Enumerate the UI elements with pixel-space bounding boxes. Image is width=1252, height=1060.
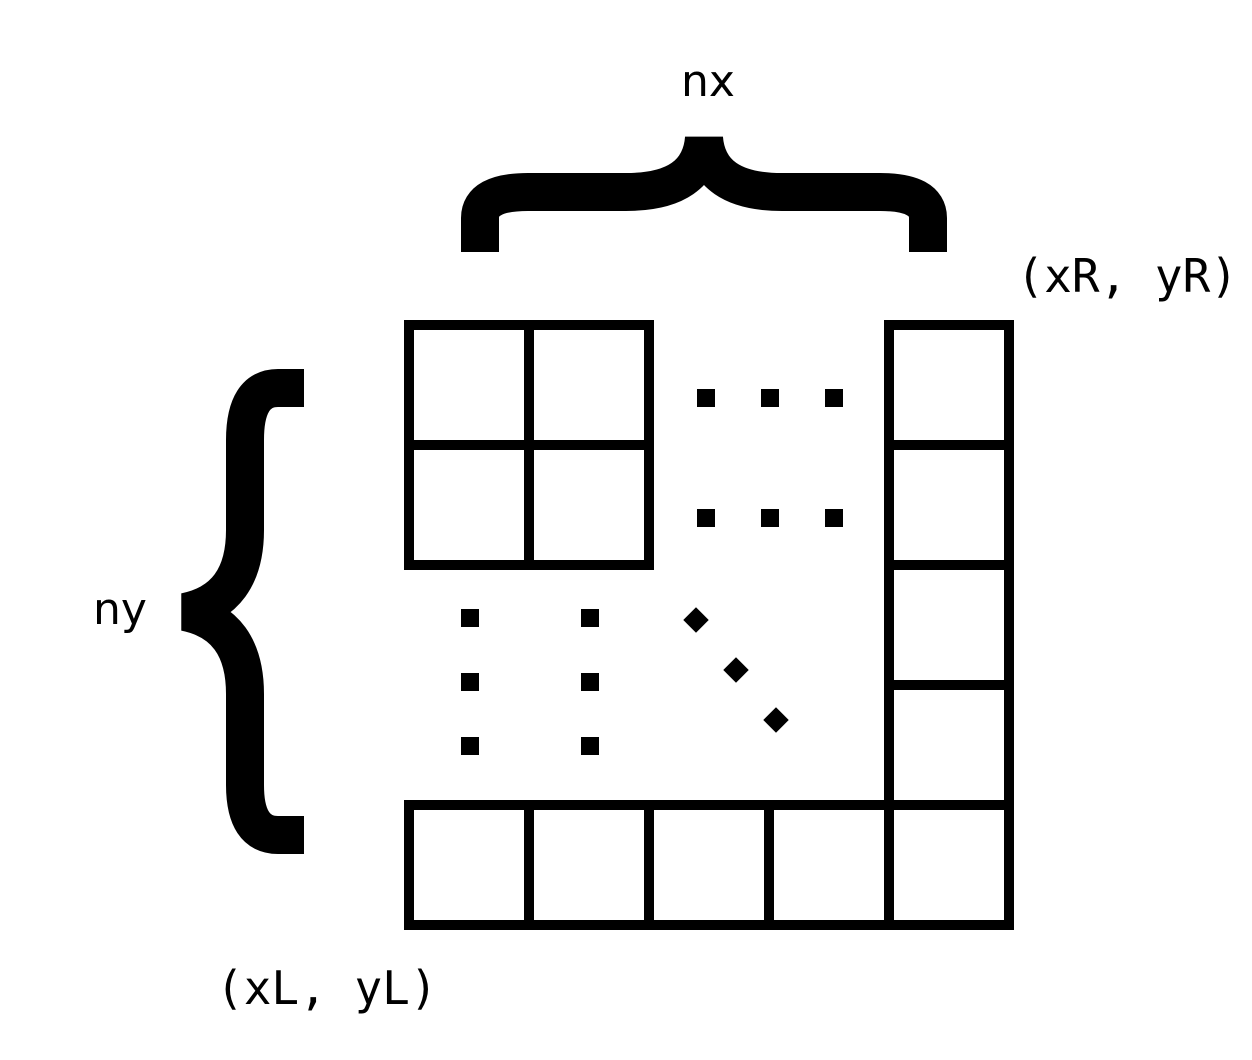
- ny-brace: [180, 369, 304, 854]
- grid-cell: [884, 560, 1014, 690]
- grid-cell: [644, 800, 774, 930]
- grid-cell: [884, 680, 1014, 810]
- grid-cell: [884, 320, 1014, 450]
- bottom-left-corner-label: (xL, yL): [216, 961, 438, 1015]
- grid-cell: [524, 320, 654, 450]
- vertical-ellipsis-column-2: [581, 609, 599, 755]
- diagonal-ellipsis: [683, 607, 789, 733]
- grid-cell: [524, 800, 654, 930]
- grid-cell: [404, 320, 534, 450]
- grid-cell: [764, 800, 894, 930]
- horizontal-ellipsis-row-2: [697, 509, 843, 527]
- grid-cell: [884, 440, 1014, 570]
- top-right-corner-label: (xR, yR): [1016, 249, 1238, 303]
- ny-label: ny: [93, 584, 147, 635]
- nx-brace: [461, 135, 947, 252]
- grid-cell: [524, 440, 654, 570]
- grid-cell: [404, 440, 534, 570]
- grid-cell: [884, 800, 1014, 930]
- grid-cell: [404, 800, 534, 930]
- vertical-ellipsis-column-1: [461, 609, 479, 755]
- horizontal-ellipsis-row-1: [697, 389, 843, 407]
- nx-label: nx: [681, 56, 735, 107]
